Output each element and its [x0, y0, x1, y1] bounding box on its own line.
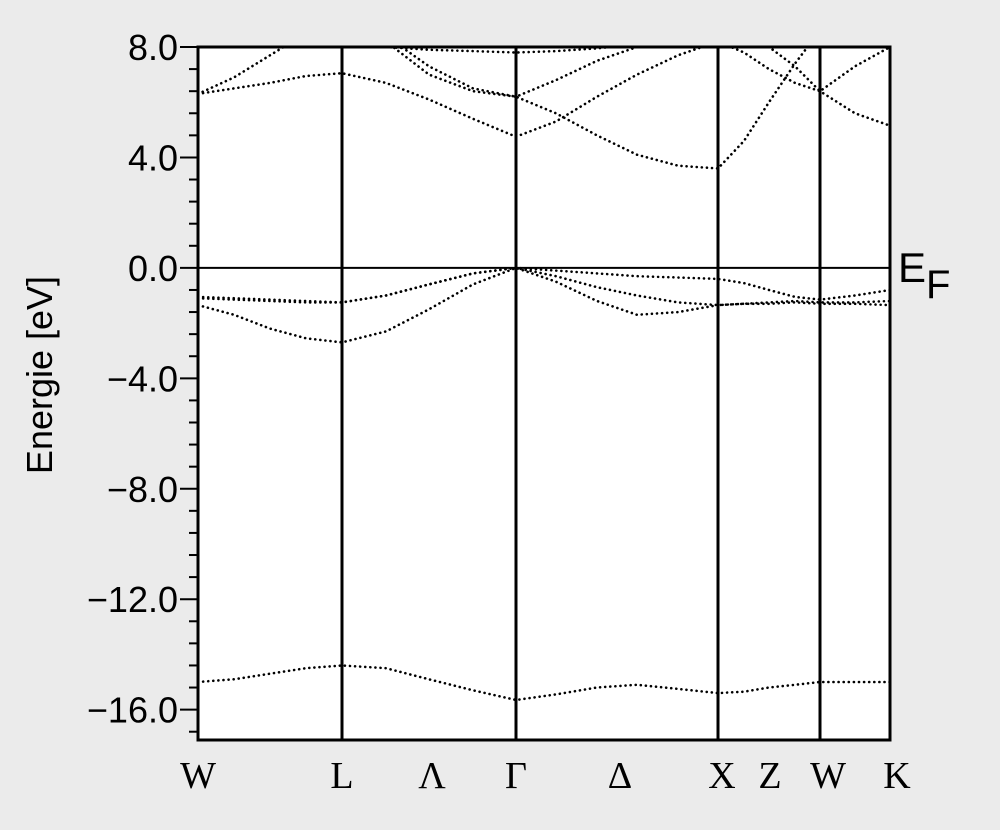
- x-tick-label: L: [330, 755, 353, 797]
- y-tick-label: −4.0: [107, 358, 178, 399]
- y-axis-label: Energie [eV]: [19, 276, 60, 474]
- fermi-label: E: [898, 244, 926, 291]
- x-tick-label: W: [810, 755, 846, 797]
- y-tick-label: 4.0: [128, 137, 178, 178]
- band: [198, 47, 810, 170]
- plot-area: [198, 47, 890, 740]
- y-tick-label: −16.0: [87, 690, 178, 731]
- y-tick-label: 0.0: [128, 248, 178, 289]
- x-tick-label: Δ: [608, 755, 632, 797]
- x-tick-label: X: [708, 755, 735, 797]
- y-tick-label: −12.0: [87, 579, 178, 620]
- band: [198, 266, 890, 307]
- x-tick-label: W: [180, 755, 216, 797]
- band: [198, 266, 890, 304]
- fermi-subscript: F: [926, 263, 950, 307]
- y-tick-label: 8.0: [128, 27, 178, 68]
- x-tick-label: Λ: [418, 755, 446, 797]
- plot-layer: 8.04.00.0−4.0−8.0−12.0−16.0W L Λ Γ Δ X Z W KE F: [87, 27, 951, 797]
- band: [198, 47, 890, 139]
- x-tick-label: Z: [758, 755, 781, 797]
- y-tick-label: −8.0: [107, 469, 178, 510]
- x-tick-label: K: [883, 755, 911, 797]
- bands: [198, 47, 890, 702]
- x-tick-label: Γ: [505, 755, 527, 797]
- plot-frame: [196, 45, 892, 742]
- band: [391, 47, 890, 99]
